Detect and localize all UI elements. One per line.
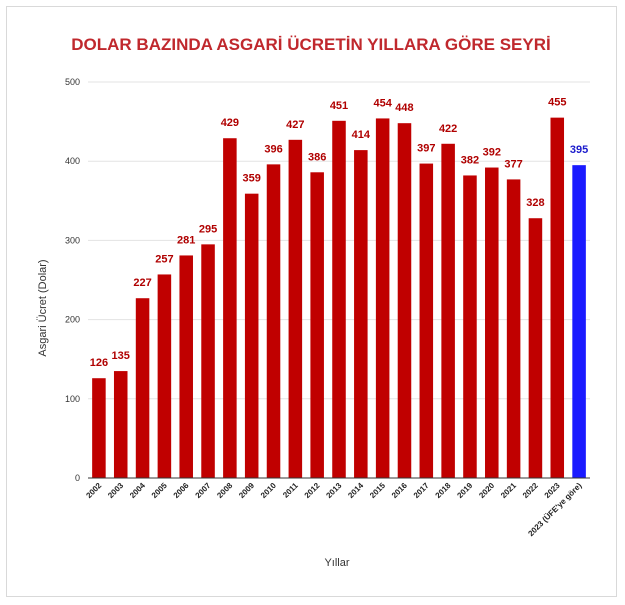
y-tick-label: 100 [65,394,80,404]
x-tick-label: 2011 [281,481,300,500]
data-label: 126 [90,357,108,369]
data-label: 454 [373,97,392,109]
data-label: 135 [112,350,130,362]
bar-2011 [288,139,303,479]
bar-2016 [397,123,412,479]
x-tick-label: 2005 [150,481,169,500]
x-tick-label: 2019 [455,481,474,500]
data-label: 295 [199,223,217,235]
data-label: 328 [526,197,544,209]
data-label: 386 [308,151,326,163]
y-tick-label: 200 [65,315,80,325]
bar-2009 [244,193,259,478]
data-label: 414 [352,129,371,141]
y-axis-label: Asgari Ücret (Dolar) [37,259,49,356]
data-label: 448 [395,102,413,114]
x-axis-label: Yıllar [324,557,349,569]
bar-2018 [441,143,455,478]
x-tick-label: 2007 [194,481,213,500]
y-tick-label: 400 [65,156,80,166]
y-tick-label: 300 [65,235,80,245]
data-label: 427 [286,119,304,131]
data-label: 359 [243,173,261,185]
data-label: 382 [461,154,479,166]
data-label: 396 [264,143,282,155]
y-tick-label: 0 [75,473,80,483]
x-tick-label: 2023 [543,481,562,500]
data-label: 429 [221,117,239,129]
x-tick-label: 2013 [324,481,343,500]
bar-2014 [354,150,368,478]
bar-2005 [157,274,172,478]
x-tick-label: 2003 [106,481,125,500]
x-tick-label: 2010 [259,481,278,500]
data-label: 227 [133,277,151,289]
data-label: 422 [439,123,457,135]
chart-title: DOLAR BAZINDA ASGARİ ÜCRETİN YILLARA GÖR… [71,35,550,54]
data-label: 397 [417,143,435,155]
bar-2010 [266,164,281,479]
bar-2020 [485,167,499,478]
data-label: 281 [177,234,195,246]
x-tick-label: 2016 [390,481,409,500]
bar-2002 [92,378,106,478]
bar-2006 [179,255,193,478]
x-tick-label: 2008 [215,481,234,500]
bar-2023-fe-ye-g-re- [572,165,586,478]
y-tick-label: 500 [65,77,80,87]
bar-2022 [528,218,543,478]
x-axis-ticks: 2002 2003 2004 2005 2006 2007 2008 2009 2010 2011… [84,481,583,538]
bar-2003 [113,371,128,478]
data-label: 455 [548,97,566,109]
bar-2017 [419,163,434,479]
bar-2004 [135,298,150,478]
x-tick-label: 2017 [412,481,431,500]
bars [92,117,586,479]
bar-2007 [201,244,215,478]
y-axis-ticks: 0 100 200 300 400 500 [65,77,80,483]
bar-2012 [310,172,324,478]
data-label: 257 [155,253,173,265]
x-tick-label: 2020 [477,481,496,500]
bar-2013 [332,120,346,479]
bar-2021 [506,179,521,478]
x-tick-label: 2002 [84,481,103,500]
data-label: 395 [570,144,588,156]
x-tick-label: 2018 [434,481,453,500]
bar-2019 [463,175,477,478]
x-tick-label: 2004 [128,481,147,500]
x-tick-label: 2012 [303,481,322,500]
bar-2015 [375,118,390,478]
x-tick-label: 2014 [346,481,365,500]
x-tick-label: 2021 [499,481,518,500]
x-tick-label: 2006 [172,481,191,500]
x-tick-label: 2015 [368,481,387,500]
x-tick-label: 2022 [521,481,540,500]
x-tick-label: 2009 [237,481,256,500]
bar-2023 [550,117,565,478]
data-label: 451 [330,100,348,112]
data-label: 392 [483,147,501,159]
data-label: 377 [504,158,522,170]
data-labels: 126 135 227 257 281 295 429 359 396 427 386 451 414 4… [90,97,589,370]
bar-2008 [223,138,237,478]
